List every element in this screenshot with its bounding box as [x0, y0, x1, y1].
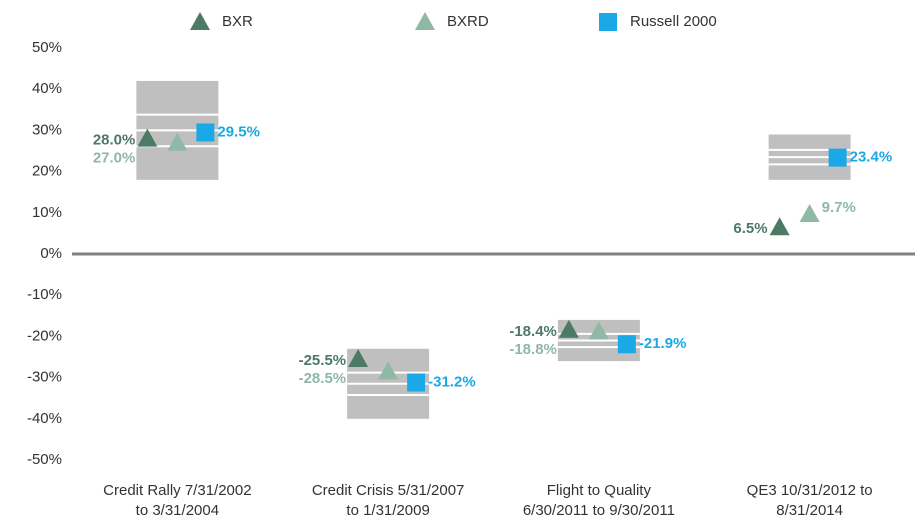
y-tick-label: -10%: [27, 286, 62, 303]
marker: [167, 132, 188, 151]
value-label: -31.2%: [428, 374, 476, 391]
marker: [407, 373, 426, 392]
value-label: -28.5%: [299, 370, 347, 387]
marker: [588, 321, 609, 340]
legend-label: Russell 2000: [630, 13, 717, 30]
x-tick-label: Credit Crisis 5/31/2007: [312, 482, 465, 499]
x-tick-label: QE3 10/31/2012 to: [747, 482, 873, 499]
marker: [799, 204, 820, 223]
y-tick-label: 10%: [32, 204, 62, 221]
value-label: 27.0%: [93, 150, 136, 167]
y-tick-label: -20%: [27, 327, 62, 344]
value-label: -21.9%: [639, 335, 687, 352]
y-tick-label: 50%: [32, 39, 62, 56]
value-label: -18.8%: [509, 341, 557, 358]
y-tick-label: 20%: [32, 163, 62, 180]
y-tick-label: -40%: [27, 410, 62, 427]
y-tick-label: 30%: [32, 121, 62, 138]
x-tick-label: Credit Rally 7/31/2002: [103, 482, 251, 499]
legend-marker: [190, 12, 210, 30]
marker: [617, 335, 636, 354]
x-tick-label: 6/30/2011 to 9/30/2011: [523, 502, 675, 519]
value-label: 9.7%: [822, 199, 856, 216]
y-tick-label: -30%: [27, 369, 62, 386]
legend-marker: [599, 13, 617, 31]
marker: [828, 148, 847, 167]
marker: [196, 123, 215, 142]
marker: [348, 349, 369, 368]
y-tick-label: -50%: [27, 451, 62, 468]
x-tick-label: 8/31/2014: [776, 502, 843, 519]
x-tick-label: Flight to Quality: [547, 482, 652, 499]
value-label: -25.5%: [299, 352, 347, 369]
value-label: 23.4%: [850, 149, 893, 166]
marker: [137, 128, 158, 147]
value-label: 29.5%: [217, 123, 260, 140]
value-label: -18.4%: [509, 323, 557, 340]
value-label: 28.0%: [93, 132, 136, 149]
y-tick-label: 0%: [40, 245, 62, 262]
legend-label: BXR: [222, 13, 253, 30]
x-tick-label: to 3/31/2004: [136, 502, 219, 519]
marker: [558, 319, 579, 338]
x-tick-label: to 1/31/2009: [346, 502, 429, 519]
marker: [378, 361, 399, 380]
marker: [769, 217, 790, 236]
legend-marker: [415, 12, 435, 30]
y-tick-label: 40%: [32, 80, 62, 97]
value-label: 6.5%: [733, 220, 767, 237]
legend-label: BXRD: [447, 13, 489, 30]
